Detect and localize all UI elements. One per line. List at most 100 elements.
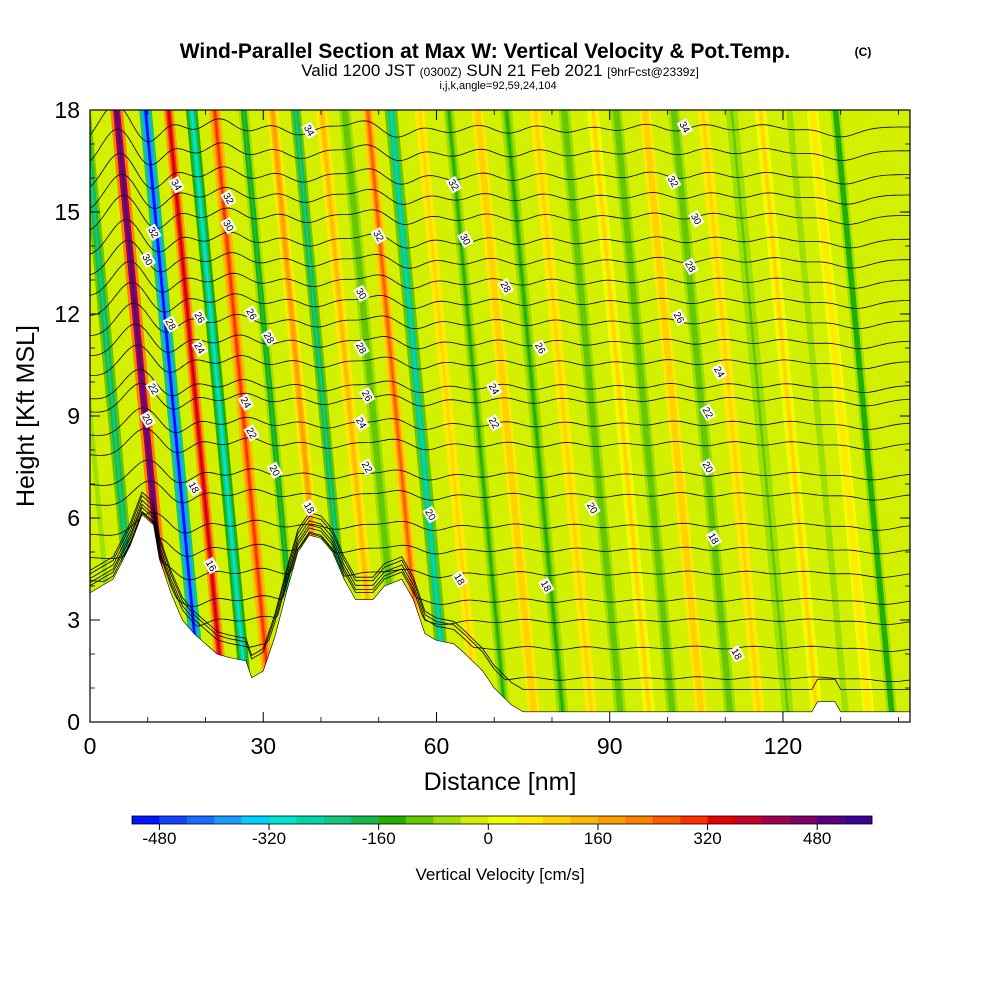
- y-tick-label: 3: [67, 607, 80, 633]
- isentrope-label-text: 22: [359, 460, 374, 476]
- isentrope-label-text: 28: [682, 259, 697, 275]
- isentrope-16: [90, 506, 910, 607]
- isentrope-label-bg: [353, 284, 370, 303]
- y-tick-label: 15: [54, 199, 80, 225]
- velocity-band-peak-29: [811, 110, 871, 722]
- isentrope-extra-11: [90, 239, 910, 276]
- isentrope-label-text: 18: [185, 480, 200, 496]
- isentrope-label-text: 30: [457, 232, 472, 248]
- isentrope-label-bg: [139, 250, 156, 269]
- colorbar-swatch-2: [186, 816, 215, 824]
- isentrope-extra-13: [90, 152, 910, 189]
- isentrope-label-text: 22: [243, 426, 258, 442]
- isentrope-label-text: 28: [353, 341, 368, 357]
- isentrope-label-text: 20: [584, 501, 599, 517]
- isentrope-label-24-3: 24: [486, 379, 503, 398]
- isentrope-label-bg: [497, 277, 515, 296]
- isentrope-extra-6: [90, 459, 910, 486]
- subtitle-date: SUN 21 Feb 2021: [466, 61, 602, 80]
- isentrope-label-bg: [485, 413, 503, 432]
- isentrope-label-text: 24: [486, 382, 501, 398]
- isentrope-label-28-3: 28: [497, 277, 515, 296]
- isentrope-label-22-1: 22: [243, 424, 260, 442]
- isentrope-label-bg: [243, 424, 260, 442]
- isentrope-extra-8: [90, 368, 910, 400]
- colorbar-swatch-1: [159, 816, 188, 824]
- x-tick-label: 90: [597, 733, 623, 759]
- isentrope-30: [90, 260, 910, 296]
- isentrope-label-32-0: 32: [145, 223, 162, 242]
- isentrope-label-32-3: 32: [445, 175, 463, 194]
- isentrope-label-30-3: 30: [457, 230, 474, 249]
- subtitle-forecast: [9hrFcst@2339z]: [607, 65, 699, 79]
- isentrope-label-24-1: 24: [237, 393, 255, 412]
- isentrope-label-bg: [688, 209, 705, 228]
- isentrope-label-28-0: 28: [162, 315, 180, 334]
- velocity-band-peak-15: [418, 110, 479, 722]
- isentrope-label-bg: [584, 498, 601, 517]
- isentrope-label-32-2: 32: [370, 226, 387, 245]
- isentrope-label-bg: [185, 478, 203, 497]
- isentrope-label-30-0: 30: [139, 250, 156, 269]
- isentrope-label-20-4: 20: [699, 458, 717, 476]
- isentrope-label-18-1: 18: [301, 498, 318, 517]
- velocity-band-peak-11: [320, 110, 381, 722]
- isentrope-extra-0: [90, 491, 910, 690]
- colorbar-swatch-5: [269, 816, 297, 824]
- isentrope-label-text: 32: [370, 229, 385, 245]
- isentrope-label-bg: [353, 413, 370, 432]
- isentrope-label-text: 26: [359, 389, 374, 405]
- isentrope-34: [90, 173, 910, 209]
- isentrope-extra-2: [90, 499, 910, 652]
- isentrope-label-bg: [260, 328, 278, 347]
- isentrope-contours: [90, 110, 910, 690]
- isentrope-label-18-0: 18: [185, 478, 203, 497]
- y-tick-label: 0: [67, 709, 80, 735]
- isentrope-label-text: 28: [497, 280, 512, 296]
- isentrope-label-24-4: 24: [711, 362, 728, 381]
- x-axis-label: Distance [nm]: [424, 768, 577, 796]
- colorbar-swatch-0: [132, 816, 160, 824]
- isentrope-extra-4: [90, 510, 910, 582]
- isentrope-label-26-3: 26: [532, 339, 549, 357]
- colorbar-swatch-16: [570, 816, 599, 824]
- isentrope-label-bg: [145, 223, 162, 242]
- x-tick-label: 30: [250, 733, 276, 759]
- isentrope-label-bg: [220, 189, 237, 208]
- velocity-band-peak-26: [730, 110, 791, 722]
- chart-params: i,j,k,angle=92,59,24,104: [439, 80, 556, 92]
- isentrope-label-26-1: 26: [243, 305, 260, 323]
- y-tick-label: 18: [54, 97, 80, 123]
- isentrope-label-20-0: 20: [139, 410, 156, 429]
- colorbar-swatch-17: [597, 816, 626, 824]
- isentrope-extra-14: [90, 128, 910, 166]
- isentrope-label-bg: [203, 556, 220, 575]
- isentrope-label-bg: [711, 362, 728, 381]
- isentrope-label-bg: [664, 172, 682, 191]
- colorbar-tick-label: -320: [252, 829, 286, 848]
- colorbar-swatch-6: [296, 816, 325, 824]
- isentrope-28: [90, 302, 910, 336]
- isentrope-label-bg: [145, 379, 162, 398]
- isentrope-label-text: 26: [671, 310, 686, 326]
- isentrope-label-bg: [422, 505, 439, 524]
- colorbar-swatch-13: [488, 816, 517, 824]
- isentrope-label-22-2: 22: [359, 458, 376, 476]
- isentrope-label-bg: [670, 308, 688, 327]
- isentrope-label-text: 18: [451, 572, 466, 588]
- isentrope-label-text: 30: [688, 212, 703, 228]
- isentrope-label-bg: [457, 230, 474, 249]
- isentrope-label-text: 20: [139, 412, 154, 428]
- isentrope-label-text: 32: [445, 178, 460, 194]
- isentrope-label-28-1: 28: [260, 328, 278, 347]
- colorbar-tick-label: 480: [803, 829, 831, 848]
- isentrope-18: [90, 512, 910, 559]
- isentrope-label-text: 34: [168, 178, 183, 194]
- colorbar-swatch-7: [323, 816, 352, 824]
- isentrope-label-28-2: 28: [353, 339, 370, 357]
- velocity-band-peak-19: [533, 110, 594, 722]
- isentrope-label-bg: [243, 305, 260, 323]
- y-tick-label: 12: [54, 301, 80, 327]
- isentrope-label-text: 18: [728, 647, 743, 663]
